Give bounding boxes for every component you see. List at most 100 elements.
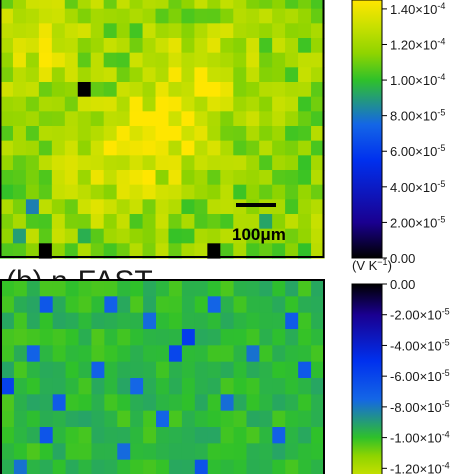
colorbar-tick-label: 1.40×10-4 bbox=[390, 1, 445, 17]
heatmap-cell bbox=[25, 38, 40, 54]
heatmap-cell bbox=[272, 111, 286, 127]
heatmap-cell bbox=[64, 96, 79, 112]
heatmap-cell bbox=[90, 96, 105, 112]
heatmap-cell bbox=[220, 459, 235, 474]
heatmap-cell bbox=[13, 280, 28, 297]
heatmap-cell bbox=[12, 52, 27, 68]
heatmap-cell bbox=[246, 394, 260, 412]
heatmap-cell bbox=[129, 170, 144, 186]
heatmap-cell bbox=[91, 280, 105, 297]
heatmap-cell bbox=[168, 228, 183, 244]
heatmap-cell bbox=[194, 459, 209, 474]
heatmap-cell bbox=[156, 345, 170, 363]
heatmap-cell bbox=[285, 140, 299, 156]
heatmap-cell bbox=[285, 155, 299, 171]
heatmap-cell bbox=[220, 170, 234, 186]
heatmap-cell bbox=[12, 243, 27, 259]
heatmap-cell bbox=[116, 96, 131, 112]
heatmap-cell bbox=[25, 126, 40, 142]
heatmap-cell bbox=[233, 378, 248, 395]
heatmap-cell bbox=[285, 443, 299, 461]
heatmap-cell bbox=[143, 394, 157, 412]
heatmap-cell bbox=[194, 427, 209, 444]
heatmap-cell bbox=[311, 378, 325, 395]
heatmap-cell bbox=[104, 329, 118, 346]
heatmap-cell bbox=[38, 52, 53, 68]
heatmap-cell bbox=[207, 378, 222, 395]
heatmap-cell bbox=[233, 345, 248, 363]
heatmap-cell bbox=[155, 126, 170, 142]
heatmap-cell bbox=[129, 52, 144, 68]
heatmap-cell bbox=[272, 345, 286, 363]
heatmap-cell bbox=[246, 345, 260, 363]
heatmap-cell bbox=[142, 228, 157, 244]
heatmap-cell bbox=[311, 8, 325, 24]
heatmap-cell bbox=[13, 312, 28, 330]
heatmap-cell bbox=[129, 155, 144, 171]
heatmap-cell bbox=[64, 111, 79, 127]
heatmap-cell bbox=[285, 126, 299, 142]
heatmap-cell bbox=[65, 427, 80, 444]
heatmap-cell bbox=[78, 312, 93, 330]
heatmap-cell bbox=[194, 140, 208, 156]
heatmap-cell bbox=[13, 459, 28, 474]
heatmap-cell bbox=[142, 243, 157, 259]
heatmap-cell bbox=[194, 82, 208, 98]
heatmap-cell bbox=[51, 67, 66, 83]
heatmap-cell bbox=[168, 38, 183, 54]
heatmap-cell bbox=[90, 214, 105, 230]
heatmap-cell bbox=[168, 140, 183, 156]
heatmap-cell bbox=[77, 82, 92, 98]
heatmap-cell bbox=[77, 170, 92, 186]
heatmap-cell bbox=[259, 82, 273, 98]
heatmap-cell bbox=[272, 443, 286, 461]
heatmap-cell bbox=[285, 184, 299, 200]
heatmap-cell bbox=[285, 427, 299, 444]
heatmap-cell bbox=[246, 329, 260, 346]
heatmap-cell bbox=[52, 280, 67, 297]
heatmap-cell bbox=[194, 410, 209, 428]
heatmap-cell bbox=[233, 394, 248, 412]
heatmap-cell bbox=[272, 184, 286, 200]
heatmap-cell bbox=[65, 280, 80, 297]
heatmap-cell bbox=[233, 427, 248, 444]
heatmap-cell bbox=[64, 82, 79, 98]
heatmap-cell bbox=[220, 82, 234, 98]
heatmap-cell bbox=[1, 378, 15, 395]
heatmap-cell bbox=[77, 23, 92, 39]
heatmap-cell bbox=[233, 23, 247, 39]
heatmap-cell bbox=[311, 111, 325, 127]
heatmap-cell bbox=[181, 199, 195, 215]
heatmap-cell bbox=[155, 111, 170, 127]
heatmap-cell bbox=[90, 228, 105, 244]
heatmap-cell bbox=[181, 8, 195, 24]
heatmap-cell bbox=[117, 312, 131, 330]
heatmap-cell bbox=[130, 378, 144, 395]
heatmap-cell bbox=[298, 312, 312, 330]
heatmap-cell bbox=[194, 96, 208, 112]
heatmap-cell bbox=[207, 459, 222, 474]
heatmap-cell bbox=[52, 443, 67, 461]
heatmap-cell bbox=[1, 459, 15, 474]
heatmap-cell bbox=[91, 394, 105, 412]
heatmap-cell bbox=[272, 361, 286, 379]
heatmap-cell bbox=[246, 312, 260, 330]
heatmap-cell bbox=[272, 243, 286, 259]
heatmap-cell bbox=[77, 52, 92, 68]
heatmap-cell bbox=[207, 155, 221, 171]
colorbar-a: 1.40×10-4 1.20×10-4 1.00×10-4 8.00×10-5 6.00… bbox=[351, 0, 445, 266]
heatmap-cell bbox=[233, 155, 247, 171]
heatmap-cell bbox=[12, 199, 27, 215]
heatmap-cell bbox=[220, 345, 235, 363]
heatmap-cell bbox=[156, 459, 170, 474]
heatmap-cell bbox=[285, 296, 299, 314]
heatmap-cell bbox=[181, 111, 195, 127]
heatmap-cell bbox=[52, 459, 67, 474]
heatmap-cell bbox=[104, 378, 118, 395]
heatmap-cell bbox=[285, 0, 299, 10]
heatmap-cell bbox=[272, 329, 286, 346]
heatmap-cell bbox=[194, 38, 208, 54]
heatmap-cell bbox=[90, 8, 105, 24]
heatmap-cell bbox=[39, 345, 54, 363]
heatmap-cell bbox=[207, 8, 221, 24]
